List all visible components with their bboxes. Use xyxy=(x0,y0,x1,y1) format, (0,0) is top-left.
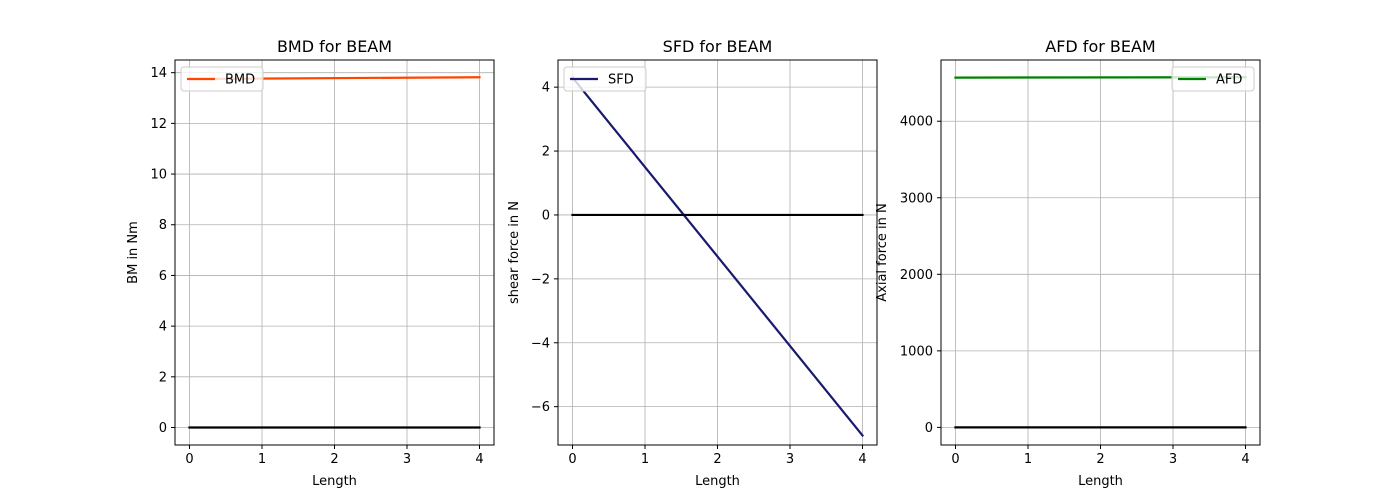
y-tick-label: 4000 xyxy=(900,115,933,130)
y-axis-label: shear force in N xyxy=(507,201,522,304)
x-tick-label: 2 xyxy=(330,452,338,467)
x-axis-label: Length xyxy=(312,474,357,489)
y-tick-label: 1000 xyxy=(900,344,933,359)
x-tick-label: 3 xyxy=(786,452,794,467)
y-tick-label: 2 xyxy=(159,370,167,385)
y-tick-label: 3000 xyxy=(900,191,933,206)
legend-label: BMD xyxy=(225,73,255,88)
chart-panel-2: 0 1 2 3 4 −6 −4 −2 0 2 4 SFD for BEAM Length shear fo… xyxy=(507,37,878,489)
legend: AFD xyxy=(1171,66,1255,92)
x-tick-label: 3 xyxy=(403,452,411,467)
x-tick-label: 4 xyxy=(475,452,483,467)
x-tick-label: 0 xyxy=(568,452,576,467)
y-axis-label: BM in Nm xyxy=(126,221,141,284)
legend: SFD xyxy=(563,66,647,92)
y-tick-label: −6 xyxy=(531,400,550,415)
y-tick-label: 8 xyxy=(159,218,167,233)
legend-label: SFD xyxy=(608,73,634,88)
x-tick-label: 0 xyxy=(185,452,193,467)
y-axis-label: Axial force in N xyxy=(875,203,890,301)
y-tick-label: 0 xyxy=(159,421,167,436)
legend-box xyxy=(1171,66,1255,92)
x-tick-label: 1 xyxy=(1024,452,1032,467)
y-tick-label: −2 xyxy=(531,272,550,287)
x-tick-label: 1 xyxy=(258,452,266,467)
y-tick-label: 14 xyxy=(150,66,167,81)
x-tick-label: 4 xyxy=(1241,452,1249,467)
legend-box xyxy=(563,66,647,92)
x-tick-label: 2 xyxy=(713,452,721,467)
y-tick-label: 6 xyxy=(159,269,167,284)
y-tick-label: 4 xyxy=(159,320,167,335)
chart-panel-3: 0 1 2 3 4 0 1000 2000 3000 4000 AFD for BEAM Length… xyxy=(875,37,1261,489)
x-tick-label: 0 xyxy=(951,452,959,467)
y-tick-label: 0 xyxy=(925,421,933,436)
series-line-sfd xyxy=(570,76,865,437)
y-tick-label: −4 xyxy=(531,336,550,351)
y-tick-label: 10 xyxy=(150,168,167,183)
chart-title: BMD for BEAM xyxy=(277,37,392,56)
legend-label: AFD xyxy=(1216,73,1242,88)
x-tick-label: 4 xyxy=(858,452,866,467)
y-tick-label: 0 xyxy=(542,208,550,223)
x-tick-label: 3 xyxy=(1169,452,1177,467)
x-axis-label: Length xyxy=(695,474,740,489)
y-tick-label: 2 xyxy=(542,145,550,160)
y-tick-label: 2000 xyxy=(900,268,933,283)
chart-title: AFD for BEAM xyxy=(1045,37,1155,56)
legend-box xyxy=(180,66,264,92)
legend: BMD xyxy=(180,66,264,92)
x-tick-label: 1 xyxy=(641,452,649,467)
y-tick-label: 4 xyxy=(542,81,550,96)
y-tick-label: 12 xyxy=(150,117,167,132)
x-axis-label: Length xyxy=(1078,474,1123,489)
chart-title: SFD for BEAM xyxy=(663,37,773,56)
x-tick-label: 2 xyxy=(1096,452,1104,467)
